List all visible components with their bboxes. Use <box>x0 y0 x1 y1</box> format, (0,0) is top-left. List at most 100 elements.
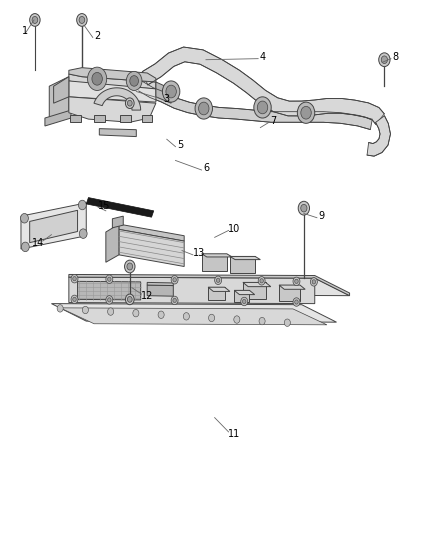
Circle shape <box>298 201 310 215</box>
Text: 1: 1 <box>22 26 28 36</box>
Circle shape <box>108 277 111 281</box>
Polygon shape <box>119 224 184 241</box>
Polygon shape <box>208 287 225 301</box>
Polygon shape <box>69 277 350 296</box>
Circle shape <box>184 313 189 320</box>
Circle shape <box>284 319 290 326</box>
Circle shape <box>379 53 390 67</box>
Circle shape <box>257 101 268 114</box>
Polygon shape <box>147 282 173 286</box>
Circle shape <box>77 13 87 26</box>
Circle shape <box>259 317 265 325</box>
Circle shape <box>293 277 300 286</box>
Polygon shape <box>106 224 119 262</box>
Polygon shape <box>53 77 69 103</box>
Circle shape <box>198 102 209 115</box>
Circle shape <box>127 263 133 270</box>
Circle shape <box>124 260 135 273</box>
Circle shape <box>158 311 164 318</box>
Circle shape <box>171 296 178 305</box>
Text: 13: 13 <box>193 248 205 259</box>
Circle shape <box>108 298 111 302</box>
Polygon shape <box>367 116 391 156</box>
Polygon shape <box>208 287 230 292</box>
Polygon shape <box>94 88 141 110</box>
Circle shape <box>215 276 222 285</box>
Circle shape <box>234 316 240 323</box>
Circle shape <box>127 100 132 106</box>
Circle shape <box>71 274 78 283</box>
Text: 9: 9 <box>318 211 325 221</box>
Circle shape <box>295 279 298 284</box>
Circle shape <box>381 56 388 63</box>
Polygon shape <box>230 256 260 260</box>
Polygon shape <box>201 254 227 271</box>
Polygon shape <box>51 304 336 322</box>
Circle shape <box>173 298 177 303</box>
Polygon shape <box>86 198 154 217</box>
Polygon shape <box>69 74 156 89</box>
Circle shape <box>208 314 215 321</box>
Polygon shape <box>70 115 81 122</box>
Text: 11: 11 <box>228 429 240 439</box>
Circle shape <box>73 277 76 281</box>
Circle shape <box>301 204 307 212</box>
Text: 8: 8 <box>392 52 398 62</box>
Circle shape <box>57 305 63 312</box>
Polygon shape <box>243 282 271 287</box>
Circle shape <box>241 297 248 306</box>
Circle shape <box>130 76 138 86</box>
Circle shape <box>258 277 265 285</box>
Text: 4: 4 <box>259 52 265 62</box>
Circle shape <box>243 300 246 304</box>
Circle shape <box>21 242 29 252</box>
Polygon shape <box>113 216 123 228</box>
Text: 2: 2 <box>94 31 100 41</box>
Circle shape <box>126 71 142 91</box>
Text: 7: 7 <box>270 116 276 126</box>
Text: 12: 12 <box>141 290 153 301</box>
Polygon shape <box>142 47 384 124</box>
Circle shape <box>216 278 220 282</box>
Circle shape <box>297 102 315 123</box>
Circle shape <box>254 97 271 118</box>
Circle shape <box>82 306 88 314</box>
Circle shape <box>295 300 298 304</box>
Polygon shape <box>142 115 152 122</box>
Circle shape <box>106 275 113 284</box>
Polygon shape <box>234 290 254 295</box>
Circle shape <box>125 294 134 305</box>
Circle shape <box>108 308 114 316</box>
Polygon shape <box>69 81 156 102</box>
Polygon shape <box>147 285 173 296</box>
Polygon shape <box>279 285 300 301</box>
Circle shape <box>173 278 177 282</box>
Circle shape <box>79 229 87 238</box>
Circle shape <box>311 278 318 286</box>
Circle shape <box>71 295 78 304</box>
Text: 10: 10 <box>228 224 240 235</box>
Circle shape <box>260 279 263 283</box>
Polygon shape <box>119 229 184 266</box>
Circle shape <box>106 296 113 304</box>
Polygon shape <box>234 290 250 302</box>
Circle shape <box>195 98 212 119</box>
Circle shape <box>293 298 300 306</box>
Circle shape <box>79 17 85 23</box>
Text: 3: 3 <box>164 94 170 104</box>
Circle shape <box>162 81 180 102</box>
Polygon shape <box>30 211 78 243</box>
Circle shape <box>166 85 177 98</box>
Circle shape <box>30 13 40 26</box>
Text: 6: 6 <box>203 164 209 173</box>
Text: 14: 14 <box>32 238 45 248</box>
Circle shape <box>127 296 132 302</box>
Circle shape <box>125 98 134 109</box>
Circle shape <box>73 297 76 302</box>
Polygon shape <box>45 110 71 126</box>
Polygon shape <box>49 77 69 120</box>
Polygon shape <box>279 285 305 289</box>
Circle shape <box>133 310 139 317</box>
Circle shape <box>88 67 107 91</box>
Polygon shape <box>69 97 156 122</box>
